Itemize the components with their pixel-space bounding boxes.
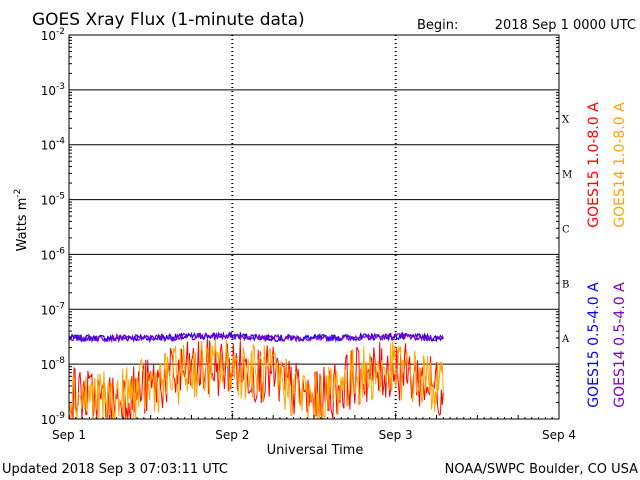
x-tick-label: Sep 4 — [542, 428, 576, 442]
begin-label: Begin: — [417, 18, 458, 33]
flare-class-b: B — [562, 279, 569, 290]
chart-title: GOES Xray Flux (1-minute data) — [32, 10, 305, 30]
updated-timestamp: Updated 2018 Sep 3 07:03:11 UTC — [2, 462, 228, 477]
x-axis-ticks: Sep 1 Sep 2 Sep 3 Sep 4 — [52, 413, 576, 442]
y-tick-label: 10-5 — [41, 192, 65, 208]
chart-grid — [69, 35, 559, 419]
y-tick-label: 10-2 — [41, 27, 65, 43]
x-tick-label: Sep 1 — [52, 428, 86, 442]
series-line — [68, 339, 444, 420]
flare-class-a: A — [561, 334, 570, 345]
plot-area — [69, 35, 559, 419]
legend-entry: GOES15 1.0-8.0 A — [586, 102, 602, 228]
begin-value: 2018 Sep 1 0000 UTC — [495, 18, 636, 33]
legend-entry: GOES15 0.5-4.0 A — [586, 282, 602, 408]
y-axis-label-exponent: -2 — [13, 189, 23, 198]
y-tick-label: 10-6 — [41, 246, 66, 262]
y-axis-label: Watts m-2 — [13, 189, 30, 252]
y-tick-label: 10-9 — [41, 411, 66, 427]
source-credit: NOAA/SWPC Boulder, CO USA — [445, 462, 638, 477]
y-axis-ticks: 10-2 10-3 10-4 10-5 10-6 10-7 10-8 10-9 — [41, 27, 559, 427]
flare-class-labels: X M C B A — [561, 115, 572, 345]
flare-class-m: M — [562, 170, 572, 181]
y-tick-label: 10-7 — [41, 301, 65, 317]
chart-legend: GOES15 1.0-8.0 A GOES14 1.0-8.0 A GOES15 0… — [586, 102, 628, 408]
y-axis-label-text: Watts m — [15, 198, 30, 252]
legend-entry: GOES14 0.5-4.0 A — [612, 282, 628, 408]
series-line — [68, 331, 444, 344]
y-tick-label: 10-8 — [41, 356, 66, 372]
flare-class-x: X — [562, 115, 570, 126]
chart-series — [68, 331, 444, 420]
plot-background — [69, 35, 559, 419]
x-tick-label: Sep 3 — [379, 428, 413, 442]
y-tick-label: 10-3 — [41, 82, 65, 98]
legend-entry: GOES14 1.0-8.0 A — [612, 102, 628, 228]
x-tick-label: Sep 2 — [215, 428, 249, 442]
y-tick-label: 10-4 — [41, 137, 66, 153]
flare-class-c: C — [562, 224, 570, 235]
x-axis-label: Universal Time — [267, 443, 364, 458]
